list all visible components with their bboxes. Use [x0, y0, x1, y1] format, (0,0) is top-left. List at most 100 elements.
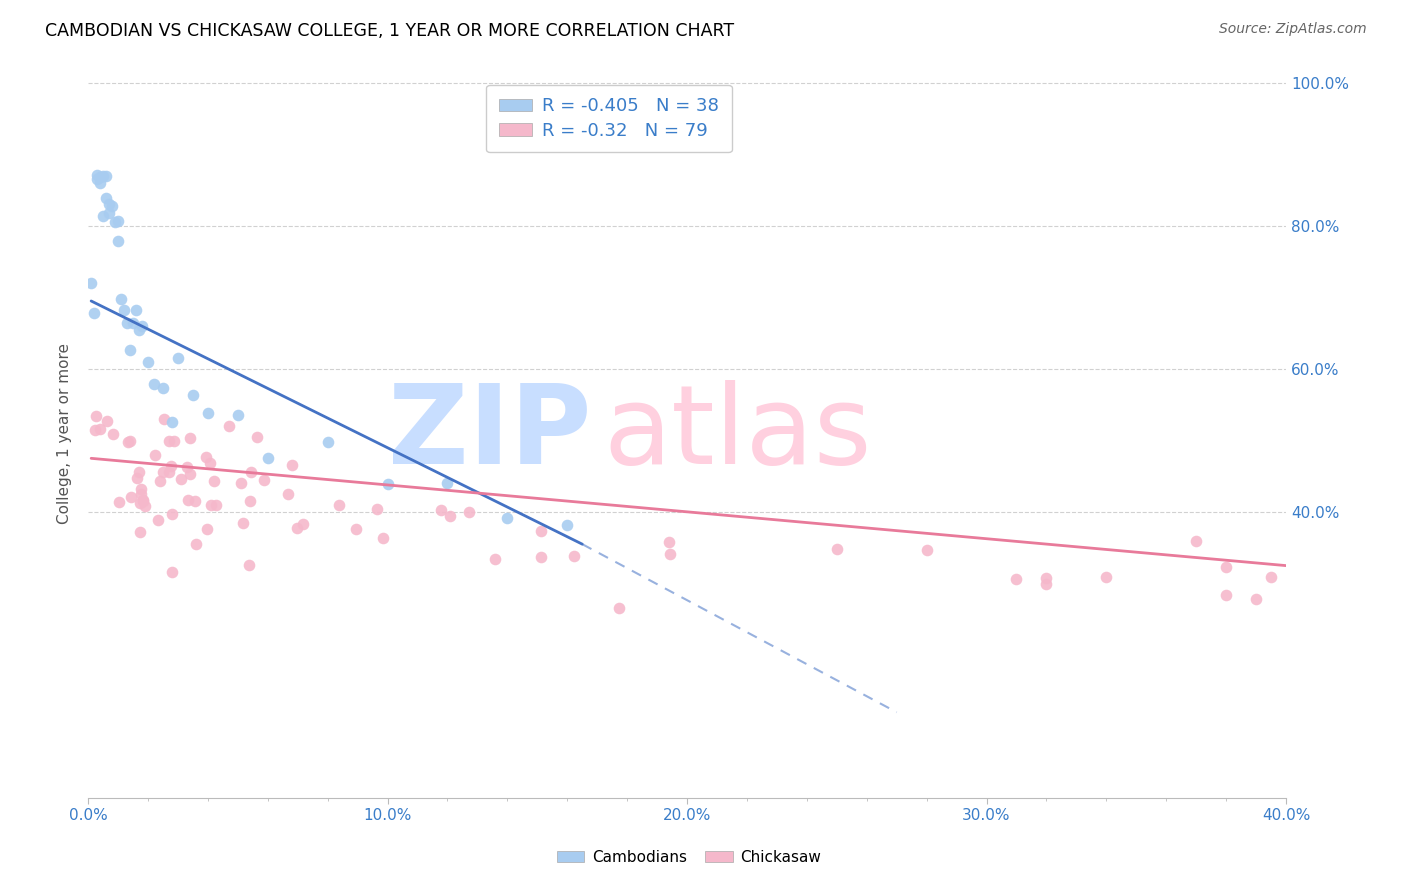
Point [160, 458, 183, 473]
Point [281, 458, 304, 472]
Point [195, 522, 218, 536]
Point [160, 565, 183, 579]
Point [108, 495, 131, 509]
Point [131, 493, 153, 508]
Point [366, 502, 388, 516]
Point [89, 176, 111, 190]
Point [125, 303, 148, 318]
Point [659, 547, 682, 561]
Point [134, 499, 156, 513]
Point [200, 498, 222, 512]
Point [96, 414, 118, 428]
Point [107, 235, 129, 249]
Point [89, 421, 111, 435]
Point [103, 427, 125, 442]
Point [120, 434, 142, 448]
Point [122, 316, 145, 330]
Point [377, 477, 399, 491]
Point [562, 549, 585, 563]
Point [239, 465, 262, 479]
Point [530, 524, 553, 538]
Point [184, 537, 207, 551]
Point [430, 502, 453, 516]
Point [131, 318, 153, 333]
Point [183, 494, 205, 508]
Point [232, 516, 254, 530]
Point [91, 169, 114, 183]
Point [157, 434, 180, 449]
Point [1035, 576, 1057, 591]
Point [128, 466, 150, 480]
Point [120, 490, 142, 504]
Text: ZIP: ZIP [388, 380, 592, 487]
Point [89, 170, 111, 185]
Point [1215, 560, 1237, 574]
Point [344, 522, 367, 536]
Point [181, 388, 204, 402]
Point [131, 494, 153, 508]
Point [160, 507, 183, 521]
Point [291, 517, 314, 532]
Point [328, 498, 350, 512]
Legend: R = -0.405   N = 38, R = -0.32   N = 79: R = -0.405 N = 38, R = -0.32 N = 79 [486, 85, 733, 153]
Point [1005, 572, 1028, 586]
Point [179, 467, 201, 481]
Point [112, 303, 135, 318]
Point [1260, 570, 1282, 584]
Point [658, 534, 681, 549]
Point [179, 431, 201, 445]
Point [104, 214, 127, 228]
Point [229, 475, 252, 490]
Point [439, 508, 461, 523]
Point [256, 451, 278, 466]
Point [555, 517, 578, 532]
Text: atlas: atlas [603, 380, 872, 487]
Point [484, 551, 506, 566]
Point [129, 496, 152, 510]
Point [825, 542, 848, 557]
Point [285, 521, 308, 535]
Point [1185, 534, 1208, 549]
Point [136, 355, 159, 369]
Point [530, 549, 553, 564]
Point [84, 423, 107, 437]
Point [197, 406, 219, 420]
Point [160, 415, 183, 429]
Point [436, 476, 458, 491]
Point [86, 171, 108, 186]
Point [152, 380, 174, 394]
Point [371, 531, 394, 545]
Point [129, 487, 152, 501]
Text: CAMBODIAN VS CHICKASAW COLLEGE, 1 YEAR OR MORE CORRELATION CHART: CAMBODIAN VS CHICKASAW COLLEGE, 1 YEAR O… [45, 22, 734, 40]
Point [198, 457, 221, 471]
Point [1035, 571, 1057, 585]
Point [80, 276, 103, 290]
Point [496, 510, 519, 524]
Point [129, 482, 152, 496]
Point [202, 474, 225, 488]
Point [110, 292, 132, 306]
Point [83, 306, 105, 320]
Point [115, 316, 138, 330]
Point [1244, 591, 1267, 606]
Text: Source: ZipAtlas.com: Source: ZipAtlas.com [1219, 22, 1367, 37]
Point [316, 434, 339, 449]
Point [607, 600, 630, 615]
Point [98, 206, 121, 220]
Point [94, 169, 117, 183]
Point [226, 408, 249, 422]
Point [94, 191, 117, 205]
Point [157, 466, 180, 480]
Point [252, 473, 274, 487]
Point [205, 499, 228, 513]
Point [117, 435, 139, 450]
Point [129, 524, 152, 539]
Legend: Cambodians, Chickasaw: Cambodians, Chickasaw [551, 844, 827, 871]
Point [194, 450, 217, 465]
Point [86, 169, 108, 183]
Point [149, 474, 172, 488]
Point [245, 430, 267, 444]
Point [107, 214, 129, 228]
Point [120, 343, 142, 357]
Point [153, 412, 176, 426]
